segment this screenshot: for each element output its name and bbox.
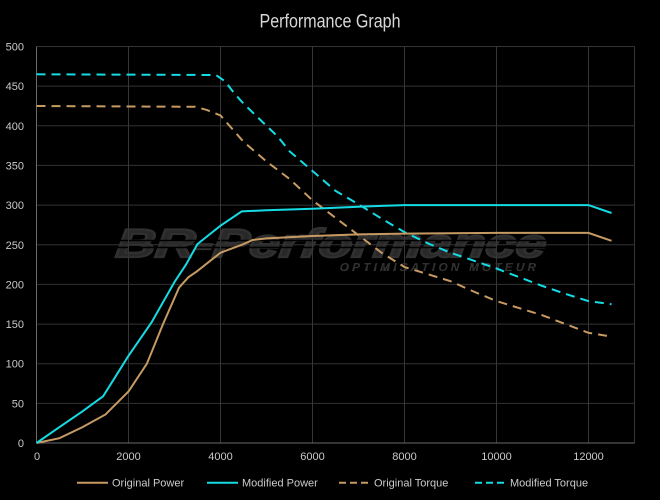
svg-text:100: 100 xyxy=(6,359,24,371)
svg-text:250: 250 xyxy=(6,240,24,252)
svg-text:BR-Performance: BR-Performance xyxy=(114,222,549,266)
svg-text:150: 150 xyxy=(6,319,24,331)
svg-text:Original Torque: Original Torque xyxy=(374,478,448,490)
svg-text:Original Power: Original Power xyxy=(112,478,184,490)
svg-text:50: 50 xyxy=(12,398,24,410)
svg-text:300: 300 xyxy=(6,200,24,212)
svg-text:Modified Power: Modified Power xyxy=(242,478,318,490)
svg-text:350: 350 xyxy=(6,160,24,172)
svg-text:8000: 8000 xyxy=(392,451,416,463)
svg-text:OPTIMISATION MOTEUR: OPTIMISATION MOTEUR xyxy=(339,262,540,274)
svg-text:10000: 10000 xyxy=(481,451,512,463)
svg-text:Modified Torque: Modified Torque xyxy=(510,478,588,490)
svg-text:0: 0 xyxy=(18,438,24,450)
svg-text:500: 500 xyxy=(6,42,24,54)
svg-text:400: 400 xyxy=(6,121,24,133)
svg-text:Performance Graph: Performance Graph xyxy=(260,11,401,33)
svg-text:4000: 4000 xyxy=(208,451,232,463)
svg-text:0: 0 xyxy=(34,451,40,463)
svg-text:200: 200 xyxy=(6,279,24,291)
svg-text:6000: 6000 xyxy=(300,451,324,463)
svg-text:12000: 12000 xyxy=(573,451,604,463)
svg-text:450: 450 xyxy=(6,81,24,93)
svg-text:2000: 2000 xyxy=(116,451,140,463)
svg-text:OPTIMISATION MOTEUR: OPTIMISATION MOTEUR xyxy=(340,262,540,274)
